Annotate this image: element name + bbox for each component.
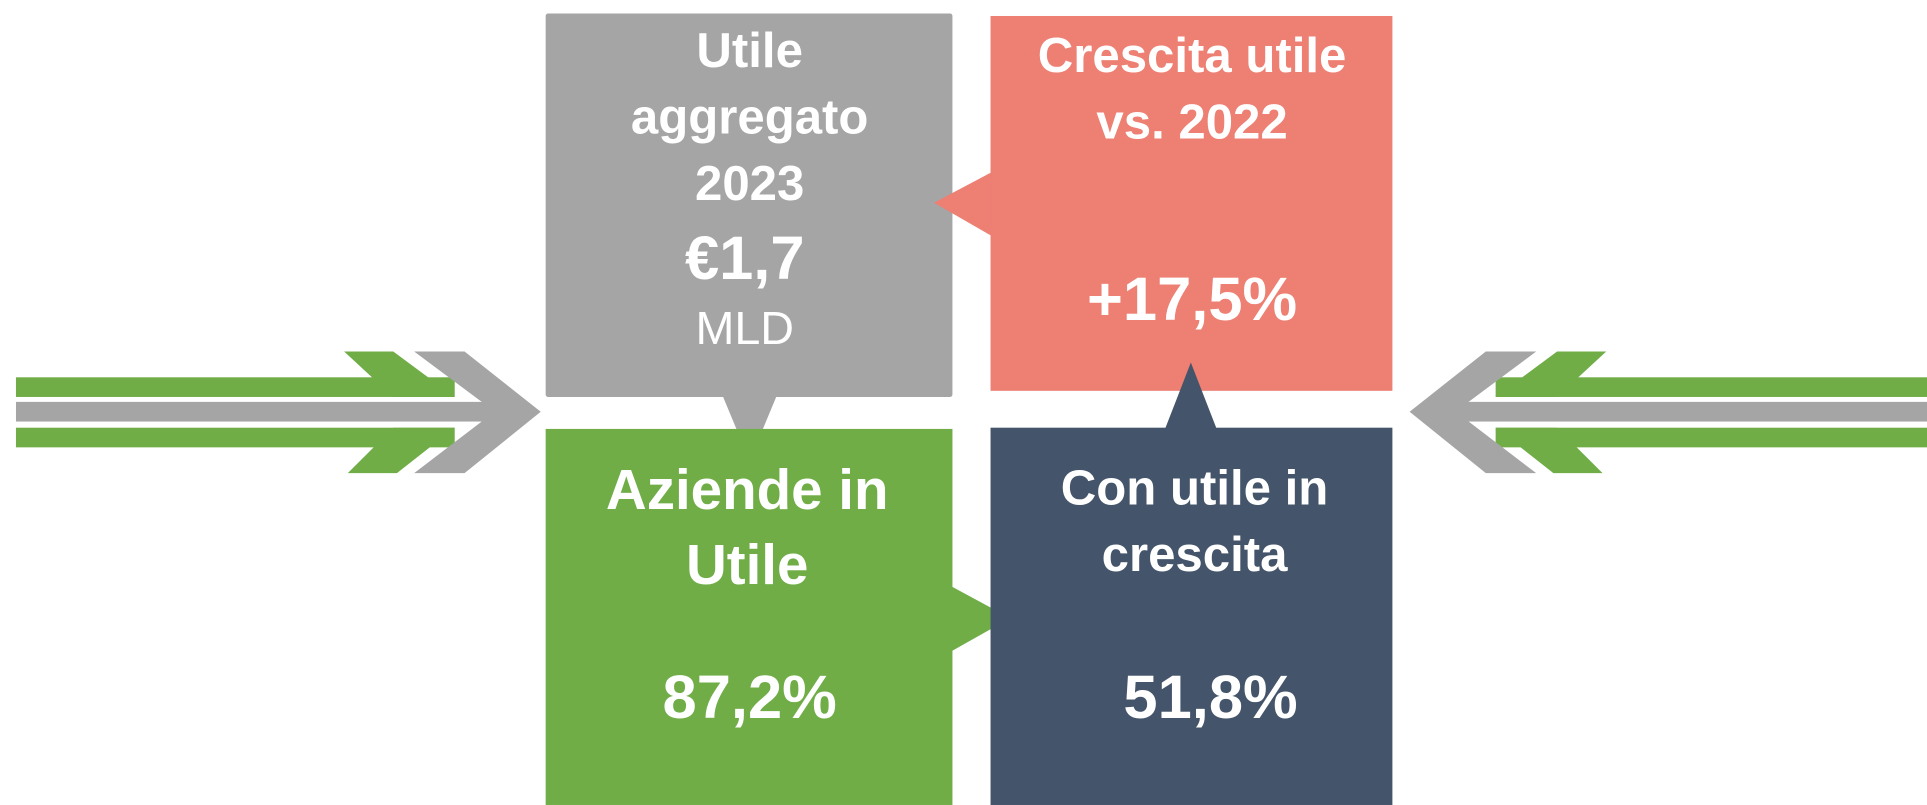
green-chevron xyxy=(347,427,455,474)
green-bar xyxy=(15,427,455,448)
box-title: Utile xyxy=(696,24,803,78)
green-bar xyxy=(15,377,455,397)
box-green xyxy=(545,428,953,805)
box-unit: MLD xyxy=(695,302,794,354)
gray-bar xyxy=(15,401,486,422)
green-chevron xyxy=(1495,427,1603,474)
pointer xyxy=(1165,362,1217,429)
gray-chevron xyxy=(1409,351,1537,474)
green-bar xyxy=(1495,377,1927,397)
box-title: vs. 2022 xyxy=(1096,95,1287,149)
pointer xyxy=(722,395,777,461)
box-title: aggregato xyxy=(631,90,869,144)
box-title: crescita xyxy=(1102,528,1288,582)
box-title: Crescita utile xyxy=(1038,29,1347,83)
box-value: +17,5% xyxy=(1087,265,1297,334)
box-title: 2023 xyxy=(695,157,804,211)
pointer xyxy=(934,172,992,236)
box-navy xyxy=(990,427,1393,805)
box-value: €1,7 xyxy=(685,224,805,293)
box-value: 51,8% xyxy=(1123,663,1297,732)
gray-bar xyxy=(1464,401,1927,422)
pointer xyxy=(951,586,1011,652)
box-gray xyxy=(545,13,953,397)
box-title: Con utile in xyxy=(1061,462,1329,516)
box-value: 87,2% xyxy=(663,663,837,732)
box-title: Aziende in xyxy=(606,458,889,521)
green-chevron xyxy=(1495,351,1607,397)
box-title: Utile xyxy=(686,533,808,596)
green-bar xyxy=(1495,427,1927,448)
green-chevron xyxy=(344,351,455,397)
right-arrows xyxy=(1409,351,1927,474)
box-salmon xyxy=(990,15,1393,391)
gray-chevron xyxy=(414,351,541,474)
left-arrows xyxy=(15,351,541,474)
